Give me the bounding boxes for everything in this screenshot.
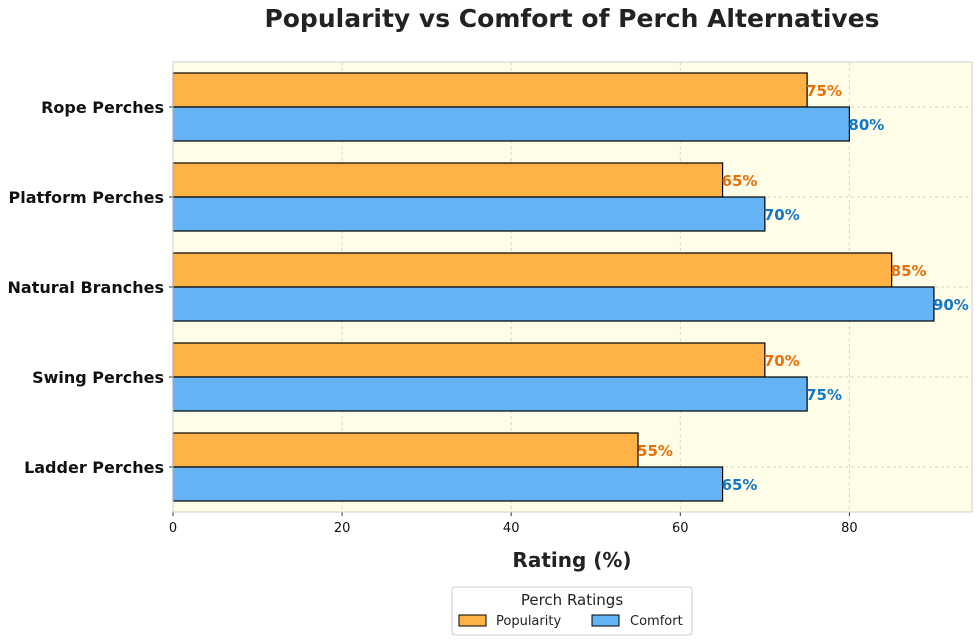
plot-frame (172, 61, 973, 513)
data-label: 85% (891, 262, 927, 280)
x-tick-label: 0 (169, 521, 177, 536)
x-tick-label: 40 (503, 521, 520, 536)
x-tick-label: 80 (841, 521, 858, 536)
data-label: 80% (848, 116, 884, 134)
x-axis-label: Rating (%) (512, 548, 631, 572)
bar-comfort (172, 466, 724, 502)
legend-title: Perch Ratings (521, 591, 623, 609)
category-label: Ladder Perches (24, 458, 164, 477)
bar-popularity (172, 162, 724, 198)
data-label: 65% (722, 476, 758, 494)
legend-label: Popularity (496, 614, 561, 629)
data-label: 70% (764, 206, 800, 224)
legend-label: Comfort (630, 614, 683, 629)
bars (172, 72, 935, 502)
data-label: 75% (806, 386, 842, 404)
data-label: 55% (637, 442, 673, 460)
category-label: Platform Perches (9, 188, 164, 207)
bar-popularity (172, 342, 766, 378)
category-label: Natural Branches (8, 278, 165, 297)
bar-popularity (172, 432, 639, 468)
legend-swatch (591, 614, 620, 627)
category-label: Rope Perches (41, 98, 164, 117)
bar-comfort (172, 286, 935, 322)
legend-swatch (458, 614, 487, 627)
chart-title: Popularity vs Comfort of Perch Alternati… (264, 4, 879, 33)
x-tick-label: 60 (672, 521, 689, 536)
x-axis-ticks: 0 20 40 60 80 (169, 106, 858, 536)
value-labels: 75% 80% 65% 70% 85% 90% 70% 75% 55% 65% (637, 82, 969, 494)
data-label: 70% (764, 352, 800, 370)
legend: Perch Ratings Popularity Comfort (451, 586, 693, 636)
data-label: 65% (722, 172, 758, 190)
category-label: Swing Perches (32, 368, 164, 387)
bar-popularity (172, 72, 808, 108)
data-label: 75% (806, 82, 842, 100)
x-tick-label: 20 (334, 521, 351, 536)
bar-comfort (172, 106, 851, 142)
legend-box (451, 586, 693, 636)
category-labels: Rope Perches Platform Perches Natural Bran… (8, 98, 165, 477)
bar-comfort (172, 196, 766, 232)
bar-popularity (172, 252, 893, 288)
bar-comfort (172, 376, 808, 412)
data-label: 90% (933, 296, 969, 314)
